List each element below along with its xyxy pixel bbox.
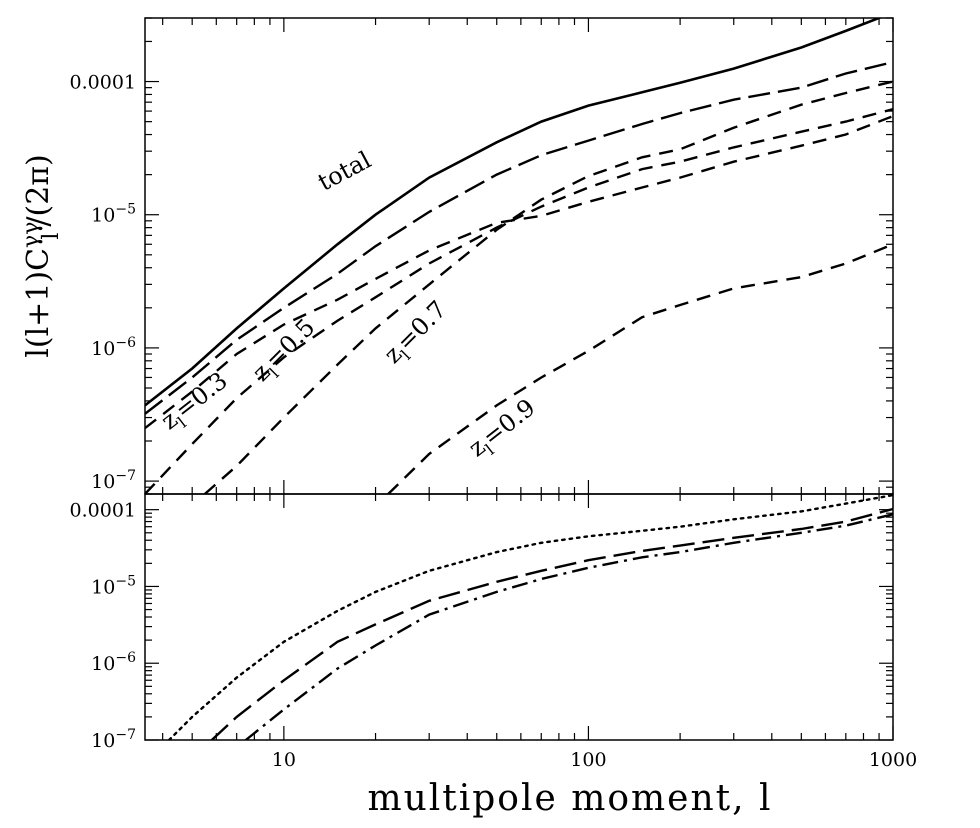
curve-label-z-l-0-7: zl=0.7 — [378, 295, 455, 372]
y-tick-exponent: −6 — [115, 650, 136, 666]
y-axis-label: l(l+1)Cγγl /(2π) — [19, 154, 64, 357]
series-line-z-l-0-5 — [145, 108, 893, 494]
y-tick-base: 10 — [91, 471, 115, 493]
curve-label-z-l-0-3: zl=0.3 — [156, 366, 236, 439]
x-tick-label: 10 — [272, 749, 296, 771]
y-tick-label: 10−5 — [91, 202, 136, 227]
y-tick-label: 10−5 — [91, 573, 136, 598]
series-line-z-l-0-3 — [145, 114, 893, 430]
x-tick-labels: 10 100 1000 — [272, 749, 917, 771]
series-line-bottom-dashdot-2 — [245, 513, 893, 740]
series-line-z-l-0-9 — [387, 243, 893, 494]
y-tick-label: 10−7 — [91, 468, 136, 493]
bottom-y-tick-labels: 10−710−610−50.0001 — [70, 500, 137, 752]
series-line-bottom-longdash-1 — [210, 507, 893, 740]
y-tick-base: 10 — [91, 338, 115, 360]
bottom-ticks — [145, 494, 894, 741]
y-tick-base: 10 — [91, 653, 115, 675]
series-line-total — [145, 18, 883, 407]
curve-label-total: total — [313, 146, 375, 197]
series-line-top-long-dash — [145, 60, 893, 415]
y-tick-exponent: −7 — [115, 468, 136, 484]
y-tick-exponent: −6 — [115, 335, 136, 351]
top-y-tick-labels: 10−710−610−50.0001 — [70, 72, 137, 494]
y-axis-label-tail: /(2π) — [21, 154, 56, 226]
x-tick-label: 100 — [570, 749, 606, 771]
y-tick-label: 0.0001 — [70, 72, 136, 94]
series-line-bottom-dotted-0 — [167, 494, 893, 740]
y-tick-base: 10 — [91, 576, 115, 598]
y-tick-label: 10−7 — [91, 727, 136, 752]
y-axis-label-superscript: γγ — [19, 222, 44, 248]
series-line-z-l-0-7 — [204, 80, 893, 494]
x-tick-label: 1000 — [869, 749, 917, 771]
y-axis-label-main: l(l+1)C — [21, 248, 56, 358]
y-tick-exponent: −5 — [115, 573, 136, 589]
y-tick-exponent: −7 — [115, 727, 136, 743]
bottom-series — [167, 494, 893, 740]
curve-label-z-l-0-9: zl=0.9 — [463, 393, 543, 466]
top-series — [145, 18, 893, 494]
bottom-panel: 10−710−610−50.0001 10 100 1000 — [70, 493, 917, 771]
y-axis-label-subscript: l — [39, 233, 64, 240]
y-tick-label: 10−6 — [91, 650, 136, 675]
y-tick-exponent: −5 — [115, 202, 136, 218]
x-axis-label: multipole moment, l — [367, 778, 772, 819]
y-tick-base: 10 — [91, 205, 115, 227]
y-tick-label: 10−6 — [91, 335, 136, 360]
y-tick-base: 10 — [91, 730, 115, 752]
y-tick-label: 0.0001 — [70, 500, 136, 522]
